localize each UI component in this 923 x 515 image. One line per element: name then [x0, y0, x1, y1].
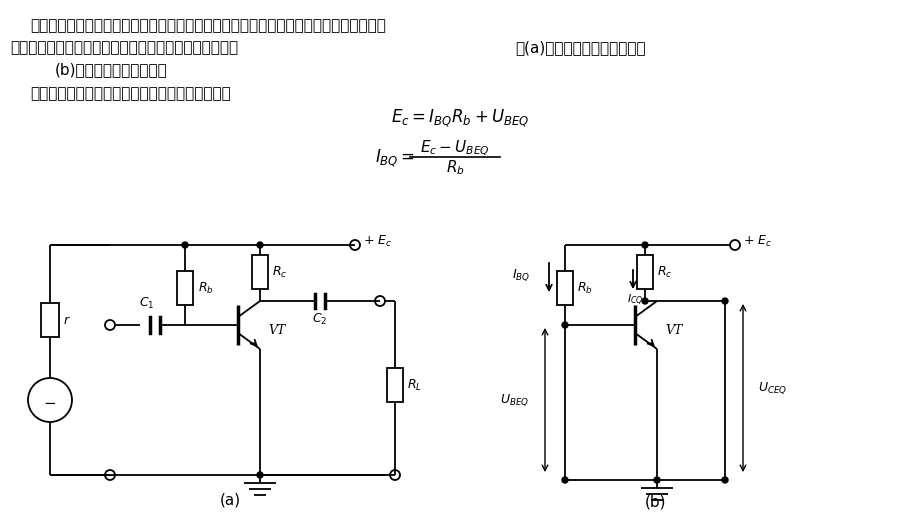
Bar	[252, 255, 268, 289]
Bar	[387, 368, 403, 402]
Text: $I_{CQ}$: $I_{CQ}$	[627, 293, 643, 307]
Text: $R_L$: $R_L$	[407, 377, 422, 392]
Circle shape	[562, 477, 568, 483]
Text: $E_c - U_{BEQ}$: $E_c - U_{BEQ}$	[420, 139, 490, 158]
Bar	[557, 271, 573, 305]
Bar	[177, 271, 193, 305]
Text: $I_{BQ}$: $I_{BQ}$	[511, 267, 530, 283]
Circle shape	[182, 242, 188, 248]
Text: $R_b$: $R_b$	[198, 281, 214, 296]
Text: $R_b$: $R_b$	[577, 281, 593, 296]
Bar	[637, 255, 653, 289]
Text: −: −	[43, 396, 56, 410]
Text: VT: VT	[665, 323, 682, 336]
Circle shape	[257, 472, 263, 478]
Text: ：(a)所示的放大电路简化为图: ：(a)所示的放大电路简化为图	[515, 40, 645, 55]
Text: $U_{CEQ}$: $U_{CEQ}$	[759, 380, 787, 396]
Circle shape	[642, 298, 648, 304]
Text: VT: VT	[268, 323, 285, 336]
Circle shape	[722, 477, 728, 483]
Text: 可以把电容所隔开的部分不作考虑，于是我们便可以把图: 可以把电容所隔开的部分不作考虑，于是我们便可以把图	[10, 40, 238, 55]
Text: (b): (b)	[644, 494, 665, 509]
Bar	[41, 303, 59, 337]
Text: $r$: $r$	[63, 314, 71, 327]
Text: $C_1$: $C_1$	[139, 296, 155, 311]
Text: (a): (a)	[220, 492, 241, 507]
Circle shape	[654, 477, 660, 483]
Text: $E_c = I_{BQ}R_b + U_{BEQ}$: $E_c = I_{BQ}R_b + U_{BEQ}$	[390, 107, 529, 129]
Circle shape	[562, 322, 568, 328]
Text: $U_{BEQ}$: $U_{BEQ}$	[500, 392, 530, 408]
Text: $C_2$: $C_2$	[312, 312, 328, 327]
Circle shape	[722, 298, 728, 304]
Text: 在阳容耦合的放大电路中，电容器对于直流来说相当于断路，这样在分析直流参量时，就: 在阳容耦合的放大电路中，电容器对于直流来说相当于断路，这样在分析直流参量时，就	[30, 18, 386, 33]
Text: (b)所示的直流等效电路。: (b)所示的直流等效电路。	[55, 62, 168, 77]
Text: $+\ E_c$: $+\ E_c$	[363, 233, 392, 249]
Circle shape	[257, 242, 263, 248]
Text: $R_c$: $R_c$	[272, 264, 287, 280]
Text: $R_b$: $R_b$	[446, 159, 464, 177]
Text: $+\ E_c$: $+\ E_c$	[743, 233, 773, 249]
Text: $R_c$: $R_c$	[657, 264, 672, 280]
Text: $I_{BQ} = $: $I_{BQ} = $	[375, 147, 415, 169]
Text: 利用直流等效电路可以方便地计算静态工作点，即: 利用直流等效电路可以方便地计算静态工作点，即	[30, 86, 231, 101]
Circle shape	[642, 242, 648, 248]
